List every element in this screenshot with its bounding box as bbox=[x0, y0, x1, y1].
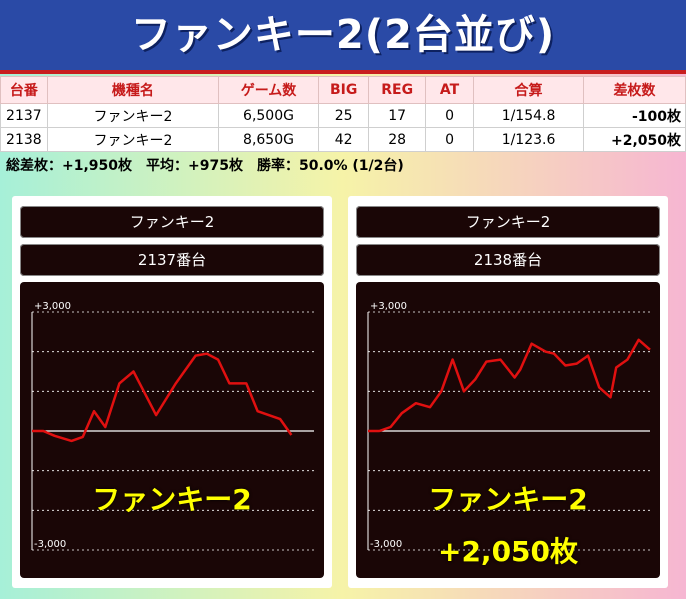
panel-machine-number: 2138番台 bbox=[356, 244, 660, 276]
cell-reg: 28 bbox=[368, 127, 426, 152]
y-tick-label-min: -3,000 bbox=[34, 539, 66, 550]
cell-game-count: 6,500G bbox=[218, 103, 319, 128]
cell-at: 0 bbox=[424, 127, 475, 152]
column-header-game-count: ゲーム数 bbox=[218, 76, 319, 104]
graph-area: +3,000 -3,000 ファンキー2 bbox=[20, 282, 324, 578]
y-tick-label-min: -3,000 bbox=[370, 539, 402, 550]
slump-graph-2137: +3,000 -3,000 bbox=[31, 301, 314, 551]
cell-game-count: 8,650G bbox=[218, 127, 319, 152]
column-header-model-name: 機種名 bbox=[46, 76, 220, 104]
graph-overlay-model: ファンキー2 bbox=[428, 483, 588, 516]
cell-combined: 1/123.6 bbox=[473, 127, 584, 152]
slump-graph-2138: +3,000 -3,000 bbox=[367, 301, 651, 551]
cell-machine-number: 2137 bbox=[0, 103, 48, 128]
cell-at: 0 bbox=[424, 103, 475, 128]
graph-overlay-model: ファンキー2 bbox=[92, 483, 252, 516]
column-header-reg: REG bbox=[368, 76, 426, 104]
title-bar: ファンキー2(2台並び) bbox=[0, 0, 686, 74]
page-title: ファンキー2(2台並び) bbox=[130, 12, 556, 58]
summary-line: 総差枚：+1,950枚 平均：+975枚 勝率：50.0% (1/2台) bbox=[6, 158, 404, 174]
cell-combined: 1/154.8 bbox=[473, 103, 584, 128]
slump-line bbox=[32, 352, 293, 443]
cell-big: 25 bbox=[317, 103, 370, 128]
column-header-machine-number: 台番 bbox=[0, 76, 48, 104]
cell-model-name: ファンキー2 bbox=[46, 127, 220, 152]
graph-overlay-difference: +2,050枚 bbox=[437, 535, 579, 568]
y-tick-label-max: +3,000 bbox=[34, 301, 71, 312]
panel-machine-number: 2137番台 bbox=[20, 244, 324, 276]
panel-model-name: ファンキー2 bbox=[20, 206, 324, 238]
column-header-difference: 差枚数 bbox=[582, 76, 686, 104]
panel-model-name: ファンキー2 bbox=[356, 206, 660, 238]
slump-line bbox=[368, 338, 651, 433]
cell-reg: 17 bbox=[368, 103, 426, 128]
column-header-combined: 合算 bbox=[473, 76, 584, 104]
graph-area: +3,000 -3,000 ファンキー2 +2,050枚 bbox=[356, 282, 660, 578]
stats-table: 台番 機種名 ゲーム数 BIG REG AT 合算 差枚数 2137 ファンキー… bbox=[0, 76, 686, 152]
table-header-row: 台番 機種名 ゲーム数 BIG REG AT 合算 差枚数 bbox=[0, 76, 686, 104]
graph-panel-2137: ファンキー2 2137番台 +3,000 -3,000 ファンキー2 bbox=[12, 196, 332, 588]
column-header-at: AT bbox=[424, 76, 475, 104]
table-row: 2138 ファンキー2 8,650G 42 28 0 1/123.6 +2,05… bbox=[0, 127, 686, 152]
cell-difference: +2,050枚 bbox=[582, 127, 686, 152]
column-header-big: BIG bbox=[317, 76, 370, 104]
cell-model-name: ファンキー2 bbox=[46, 103, 220, 128]
graph-panel-2138: ファンキー2 2138番台 +3,000 -3,000 ファンキー2 +2,050… bbox=[348, 196, 668, 588]
cell-machine-number: 2138 bbox=[0, 127, 48, 152]
y-tick-label-max: +3,000 bbox=[370, 301, 407, 312]
table-row: 2137 ファンキー2 6,500G 25 17 0 1/154.8 -100枚 bbox=[0, 103, 686, 128]
cell-big: 42 bbox=[317, 127, 370, 152]
cell-difference: -100枚 bbox=[582, 103, 686, 128]
